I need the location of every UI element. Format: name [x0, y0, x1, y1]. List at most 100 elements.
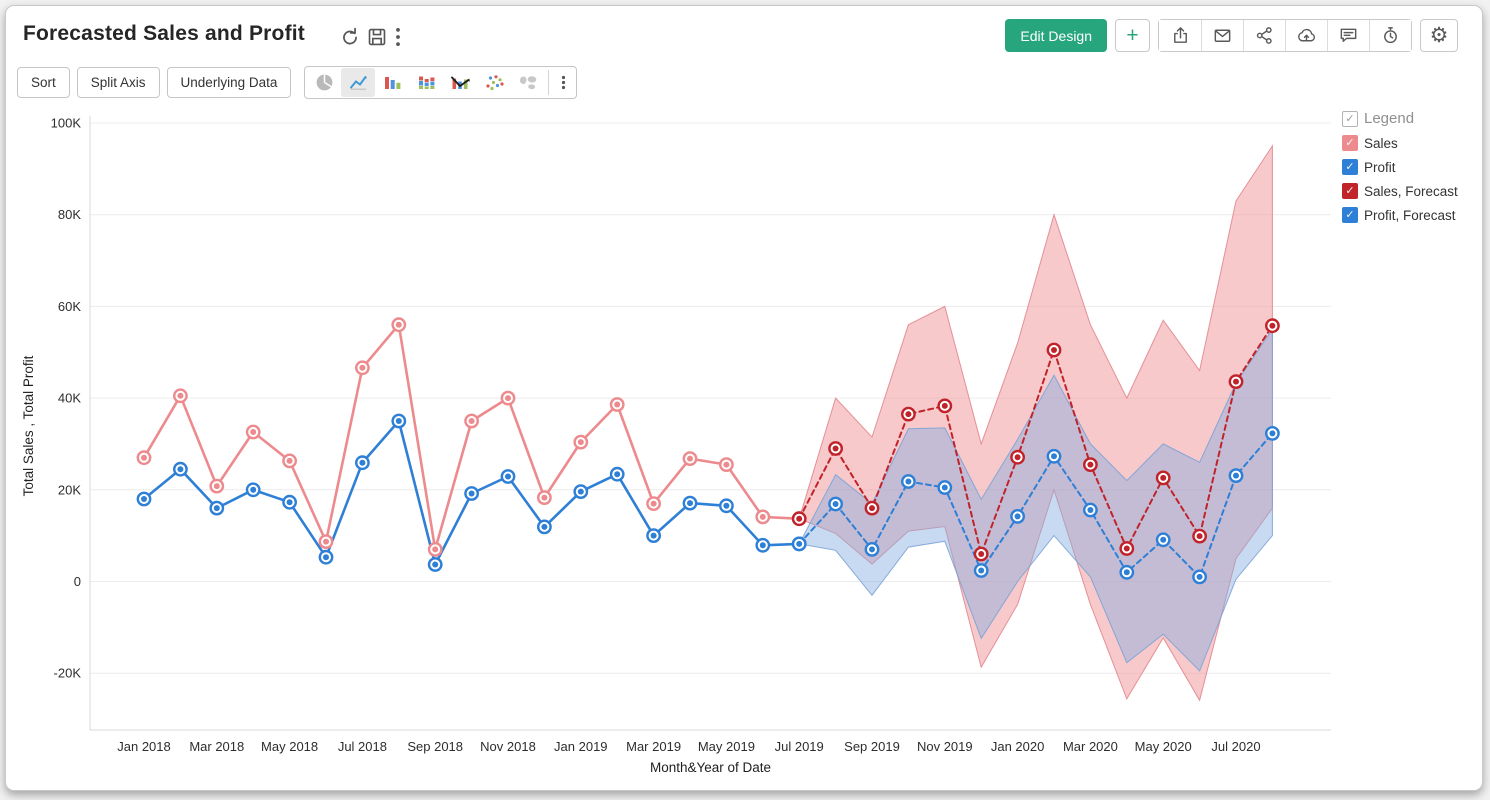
pie-chart-icon[interactable] — [307, 68, 341, 97]
x-axis-tick-label: May 2020 — [1135, 739, 1192, 754]
x-axis-tick-label: Mar 2019 — [626, 739, 681, 754]
legend-item-sales-forecast[interactable]: Sales, Forecast — [1342, 183, 1476, 199]
x-axis-tick-label: Jul 2020 — [1211, 739, 1260, 754]
refresh-icon[interactable] — [339, 26, 361, 48]
data-point-core — [468, 418, 475, 424]
data-point-core — [213, 483, 220, 490]
reminder-icon[interactable] — [1369, 20, 1411, 51]
more-options-icon[interactable] — [394, 26, 402, 48]
profit-forecast-checkbox-icon[interactable] — [1342, 207, 1358, 223]
x-axis-tick-label: Mar 2020 — [1063, 739, 1118, 754]
y-axis-tick-label: 100K — [51, 116, 82, 131]
data-point-core — [1014, 454, 1021, 461]
profit-checkbox-icon[interactable] — [1342, 159, 1358, 175]
share-icon[interactable] — [1243, 20, 1285, 51]
email-icon[interactable] — [1201, 20, 1243, 51]
save-icon[interactable] — [366, 26, 388, 48]
page-title: Forecasted Sales and Profit — [23, 22, 305, 45]
forecast-chart[interactable]: 100K 80K 60K 40K 20K 0 -20K Jan 2018 Mar 2018 May… — [6, 106, 1484, 778]
data-point-core — [796, 515, 803, 522]
header-icon-group — [1158, 19, 1412, 52]
data-point-core — [432, 546, 439, 553]
x-axis-tick-label: Sep 2018 — [407, 739, 463, 754]
data-point-core — [1123, 569, 1130, 576]
legend-item-label: Sales — [1364, 135, 1398, 151]
chart-legend: Legend Sales Profit Sales, Forecast Prof… — [1342, 110, 1476, 231]
data-point-core — [323, 554, 329, 561]
data-point-core — [687, 500, 693, 507]
split-axis-button[interactable]: Split Axis — [76, 67, 160, 98]
data-point-core — [905, 478, 912, 485]
legend-toggle[interactable]: Legend — [1342, 110, 1476, 127]
data-point-core — [650, 532, 657, 539]
y-axis-tick-label: 40K — [58, 391, 81, 406]
x-axis-tick-label: Nov 2019 — [917, 739, 973, 754]
data-point-core — [1233, 378, 1239, 385]
x-axis-tick-label: May 2018 — [261, 739, 318, 754]
data-point-core — [723, 461, 730, 468]
x-axis-tick-label: Jan 2019 — [554, 739, 608, 754]
x-axis-tick-label: Jul 2019 — [775, 739, 824, 754]
data-point-core — [541, 523, 548, 530]
settings-icon[interactable]: ⚙ — [1420, 19, 1458, 52]
toolbar-divider — [548, 70, 550, 95]
data-point-core — [359, 459, 366, 466]
sort-button[interactable]: Sort — [17, 67, 70, 98]
stacked-bar-chart-icon[interactable] — [409, 68, 443, 97]
scatter-chart-icon[interactable] — [477, 68, 511, 97]
data-point-core — [869, 505, 875, 512]
data-point-core — [250, 429, 257, 435]
y-axis-tick-label: -20K — [54, 666, 82, 681]
comment-icon[interactable] — [1327, 20, 1369, 51]
data-point-core — [1087, 507, 1094, 513]
data-point-core — [978, 567, 985, 574]
export-icon[interactable] — [1159, 20, 1201, 51]
data-point-core — [468, 490, 475, 497]
data-point-core — [505, 395, 511, 402]
data-point-core — [1196, 533, 1203, 540]
x-axis-tick-label: Jan 2018 — [117, 739, 171, 754]
add-button[interactable]: + — [1115, 19, 1150, 52]
y-axis-tick-label: 60K — [58, 299, 81, 314]
data-point-core — [1233, 472, 1239, 479]
sales-checkbox-icon[interactable] — [1342, 135, 1358, 151]
data-point-core — [1051, 453, 1057, 460]
legend-checkbox-icon[interactable] — [1342, 110, 1358, 127]
data-point-core — [759, 542, 766, 549]
data-point-core — [1196, 573, 1203, 580]
data-point-core — [869, 546, 875, 553]
data-point-core — [286, 499, 293, 506]
data-point-core — [941, 484, 948, 491]
legend-item-profit[interactable]: Profit — [1342, 159, 1476, 175]
series-line — [142, 323, 801, 551]
sales-forecast-checkbox-icon[interactable] — [1342, 183, 1358, 199]
cloud-upload-icon[interactable] — [1285, 20, 1327, 51]
data-point-core — [432, 561, 439, 568]
data-point-core — [359, 364, 366, 371]
data-point-core — [1160, 536, 1167, 543]
data-point-core — [1160, 474, 1167, 481]
data-point-core — [213, 505, 220, 512]
y-axis-tick-label: 0 — [74, 574, 81, 589]
edit-design-button[interactable]: Edit Design — [1005, 19, 1107, 52]
underlying-data-button[interactable]: Underlying Data — [166, 67, 292, 98]
more-chart-types-icon[interactable] — [552, 68, 574, 97]
header-actions: Edit Design + — [1005, 19, 1458, 52]
legend-item-sales[interactable]: Sales — [1342, 135, 1476, 151]
data-point-core — [614, 401, 621, 408]
x-axis-tick-label: Nov 2018 — [480, 739, 536, 754]
y-axis-title: Total Sales , Total Profit — [21, 355, 36, 496]
data-point-core — [177, 466, 184, 473]
map-chart-icon[interactable] — [511, 68, 545, 97]
legend-item-profit-forecast[interactable]: Profit, Forecast — [1342, 207, 1476, 223]
data-point-core — [941, 402, 948, 409]
data-point-core — [141, 496, 147, 502]
bar-chart-icon[interactable] — [375, 68, 409, 97]
data-point-core — [1123, 545, 1130, 552]
line-chart-icon[interactable] — [341, 68, 376, 97]
bar-line-combo-icon[interactable] — [443, 68, 477, 97]
report-window: Forecasted Sales and Profit Edit Design … — [5, 5, 1483, 791]
data-point-core — [1014, 513, 1021, 520]
x-axis-tick-label: Jul 2018 — [338, 739, 387, 754]
x-axis-tick-label: May 2019 — [698, 739, 755, 754]
